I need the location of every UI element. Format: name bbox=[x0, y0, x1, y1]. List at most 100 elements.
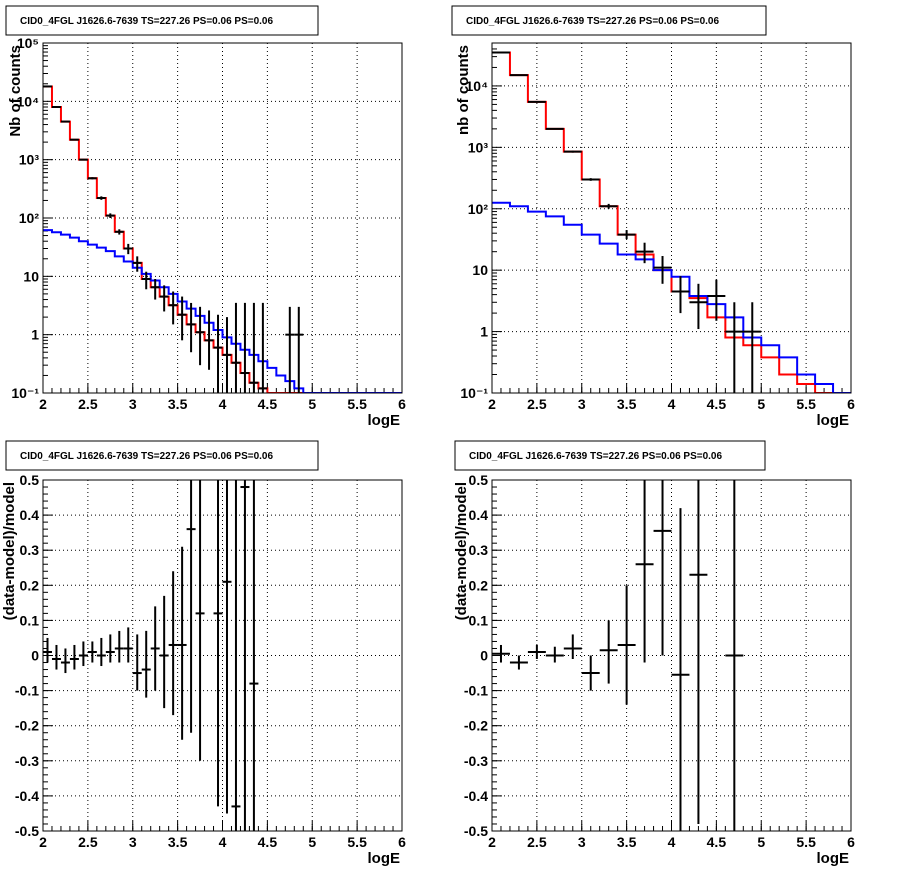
x-tick-label: 2 bbox=[488, 396, 496, 412]
data-point bbox=[743, 302, 762, 393]
data-point bbox=[141, 271, 151, 290]
data-point bbox=[563, 634, 582, 660]
data-point bbox=[653, 480, 672, 656]
data-point bbox=[213, 314, 223, 393]
data-point bbox=[114, 630, 124, 663]
plot-area bbox=[492, 51, 851, 393]
data-point bbox=[150, 279, 160, 300]
data-point bbox=[240, 302, 250, 393]
data-point bbox=[105, 634, 115, 663]
chart-title: CID0_4FGL J1626.6-7639 TS=227.26 PS=0.06… bbox=[20, 451, 273, 462]
x-tick-label: 3 bbox=[578, 834, 586, 850]
data-point bbox=[69, 138, 79, 141]
x-tick-label: 5.5 bbox=[796, 834, 816, 850]
data-point bbox=[240, 480, 250, 831]
data-point bbox=[78, 158, 88, 161]
plot-area bbox=[492, 480, 744, 831]
x-tick-label: 3.5 bbox=[168, 834, 188, 850]
data-point bbox=[527, 100, 546, 103]
data-point bbox=[195, 480, 205, 761]
x-tick-label: 2.5 bbox=[78, 396, 98, 412]
data-point bbox=[689, 480, 708, 824]
title-box bbox=[454, 440, 766, 471]
chart-title: CID0_4FGL J1626.6-7639 TS=227.26 PS=0.06… bbox=[469, 451, 722, 462]
data-point bbox=[249, 480, 259, 831]
y-tick-label: -0.1 bbox=[15, 683, 39, 699]
chart-panel-4: CID0_4FGL J1626.6-7639 TS=227.26 PS=0.06… bbox=[453, 440, 855, 867]
x-tick-label: 3.5 bbox=[617, 396, 637, 412]
plot-frame bbox=[491, 479, 852, 832]
data-point bbox=[123, 243, 133, 255]
data-point bbox=[177, 546, 187, 740]
y-tick-label: -0.4 bbox=[464, 788, 488, 804]
chart-panel-3: CID0_4FGL J1626.6-7639 TS=227.26 PS=0.06… bbox=[1, 440, 406, 867]
y-axis-label: (data-model)/model bbox=[453, 482, 470, 620]
data-point bbox=[186, 302, 196, 353]
x-tick-label: 4 bbox=[219, 834, 227, 850]
y-tick-label: 0.2 bbox=[469, 577, 489, 593]
x-tick-label: 2 bbox=[39, 834, 47, 850]
y-tick-label: 0.1 bbox=[20, 612, 40, 628]
data-point bbox=[617, 585, 636, 705]
x-tick-label: 4 bbox=[668, 834, 676, 850]
data-point bbox=[96, 637, 106, 667]
data-point bbox=[545, 127, 564, 130]
data-point bbox=[132, 634, 142, 691]
y-tick-label: -0.5 bbox=[15, 823, 39, 839]
y-axis-label: Nb of counts bbox=[7, 45, 24, 137]
data-point bbox=[599, 620, 618, 684]
data-point bbox=[231, 480, 241, 831]
data-point bbox=[599, 203, 618, 209]
data-point bbox=[653, 256, 672, 284]
x-tick-label: 4.5 bbox=[258, 834, 278, 850]
x-tick-label: 2.5 bbox=[78, 834, 98, 850]
data-point bbox=[159, 285, 169, 312]
data-point bbox=[249, 302, 259, 393]
data-point bbox=[51, 644, 61, 670]
data-point bbox=[87, 177, 97, 180]
data-point bbox=[222, 480, 232, 814]
x-tick-label: 6 bbox=[398, 834, 406, 850]
x-tick-label: 6 bbox=[398, 396, 406, 412]
data-point bbox=[177, 296, 187, 341]
plot-frame bbox=[42, 42, 403, 394]
data-point bbox=[545, 646, 564, 663]
x-tick-label: 5 bbox=[757, 834, 765, 850]
y-axis-label: nb of counts bbox=[455, 45, 472, 135]
y-tick-label: 1 bbox=[31, 327, 39, 343]
data-point bbox=[671, 276, 690, 314]
data-point bbox=[96, 196, 106, 200]
x-tick-label: 2 bbox=[39, 396, 47, 412]
x-tick-label: 3.5 bbox=[168, 396, 188, 412]
x-axis-label: logE bbox=[817, 412, 850, 429]
y-tick-label: 10⁵ bbox=[17, 35, 39, 51]
x-tick-label: 5 bbox=[757, 396, 765, 412]
y-tick-label: 1 bbox=[480, 324, 488, 340]
x-tick-label: 4.5 bbox=[707, 396, 727, 412]
y-tick-label: 0.4 bbox=[20, 507, 40, 523]
data-point bbox=[168, 571, 178, 716]
data-point bbox=[231, 302, 241, 393]
x-tick-label: 4.5 bbox=[258, 396, 278, 412]
chart-title: CID0_4FGL J1626.6-7639 TS=227.26 PS=0.06… bbox=[20, 16, 273, 27]
data-point bbox=[87, 641, 97, 663]
x-tick-label: 4 bbox=[219, 396, 227, 412]
title-box bbox=[5, 440, 319, 471]
data-point bbox=[581, 178, 600, 181]
y-tick-label: 0.2 bbox=[20, 577, 40, 593]
x-tick-label: 5.5 bbox=[347, 396, 367, 412]
data-point bbox=[671, 508, 690, 831]
chart-title: CID0_4FGL J1626.6-7639 TS=227.26 PS=0.06… bbox=[466, 16, 719, 27]
y-tick-label: 0.3 bbox=[469, 542, 489, 558]
data-point bbox=[132, 256, 142, 272]
x-tick-label: 4 bbox=[668, 396, 676, 412]
y-tick-label: -0.3 bbox=[464, 753, 488, 769]
x-tick-label: 3 bbox=[578, 396, 586, 412]
data-point bbox=[69, 644, 79, 670]
data-point bbox=[617, 230, 636, 240]
chart-panel-1: CID0_4FGL J1626.6-7639 TS=227.26 PS=0.06… bbox=[5, 5, 406, 429]
data-point bbox=[204, 310, 214, 370]
x-tick-label: 6 bbox=[847, 396, 855, 412]
data-point bbox=[581, 655, 600, 691]
